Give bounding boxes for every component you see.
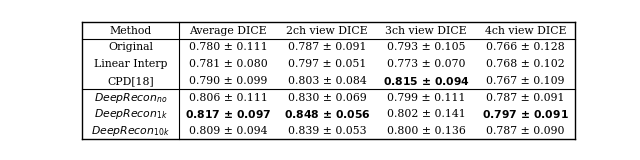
Text: 0.787 ± 0.091: 0.787 ± 0.091 [288, 42, 367, 52]
Text: 4ch view DICE: 4ch view DICE [484, 26, 566, 36]
Text: $\mathit{DeepRecon}_{\mathit{no}}$: $\mathit{DeepRecon}_{\mathit{no}}$ [93, 91, 167, 104]
Text: Method: Method [109, 26, 152, 36]
Text: 0.773 ± 0.070: 0.773 ± 0.070 [387, 59, 465, 69]
Text: $\mathbf{0.848\,\pm\,0.056}$: $\mathbf{0.848\,\pm\,0.056}$ [284, 108, 371, 120]
Text: 0.787 ± 0.090: 0.787 ± 0.090 [486, 126, 564, 136]
Text: 0.768 ± 0.102: 0.768 ± 0.102 [486, 59, 564, 69]
Text: Average DICE: Average DICE [189, 26, 267, 36]
Text: 0.787 ± 0.091: 0.787 ± 0.091 [486, 92, 564, 103]
Text: 0.800 ± 0.136: 0.800 ± 0.136 [387, 126, 466, 136]
Text: 0.766 ± 0.128: 0.766 ± 0.128 [486, 42, 564, 52]
Text: Linear Interp: Linear Interp [93, 59, 167, 69]
Text: 0.809 ± 0.094: 0.809 ± 0.094 [189, 126, 268, 136]
Text: $\mathbf{0.815\,\pm\,0.094}$: $\mathbf{0.815\,\pm\,0.094}$ [383, 75, 470, 87]
Text: 0.767 ± 0.109: 0.767 ± 0.109 [486, 76, 564, 86]
Text: 0.793 ± 0.105: 0.793 ± 0.105 [387, 42, 465, 52]
Text: 0.806 ± 0.111: 0.806 ± 0.111 [189, 92, 268, 103]
Text: CPD[18]: CPD[18] [107, 76, 154, 86]
Text: 0.797 ± 0.051: 0.797 ± 0.051 [288, 59, 366, 69]
Text: $\mathit{DeepRecon}_{\mathit{1k}}$: $\mathit{DeepRecon}_{\mathit{1k}}$ [93, 107, 168, 121]
Text: 0.830 ± 0.069: 0.830 ± 0.069 [288, 92, 367, 103]
Text: 3ch view DICE: 3ch view DICE [385, 26, 467, 36]
Text: $\mathit{DeepRecon}_{\mathit{10k}}$: $\mathit{DeepRecon}_{\mathit{10k}}$ [91, 124, 170, 138]
Text: $\mathbf{0.817\,\pm\,0.097}$: $\mathbf{0.817\,\pm\,0.097}$ [185, 108, 271, 120]
Text: 0.781 ± 0.080: 0.781 ± 0.080 [189, 59, 268, 69]
Text: 0.799 ± 0.111: 0.799 ± 0.111 [387, 92, 465, 103]
Text: 0.790 ± 0.099: 0.790 ± 0.099 [189, 76, 268, 86]
Text: Original: Original [108, 42, 153, 52]
Text: 0.802 ± 0.141: 0.802 ± 0.141 [387, 109, 466, 119]
Text: $\mathbf{0.797\,\pm\,0.091}$: $\mathbf{0.797\,\pm\,0.091}$ [482, 108, 569, 120]
Text: 0.839 ± 0.053: 0.839 ± 0.053 [288, 126, 367, 136]
Text: 0.803 ± 0.084: 0.803 ± 0.084 [288, 76, 367, 86]
Text: 2ch view DICE: 2ch view DICE [286, 26, 368, 36]
Text: 0.780 ± 0.111: 0.780 ± 0.111 [189, 42, 268, 52]
